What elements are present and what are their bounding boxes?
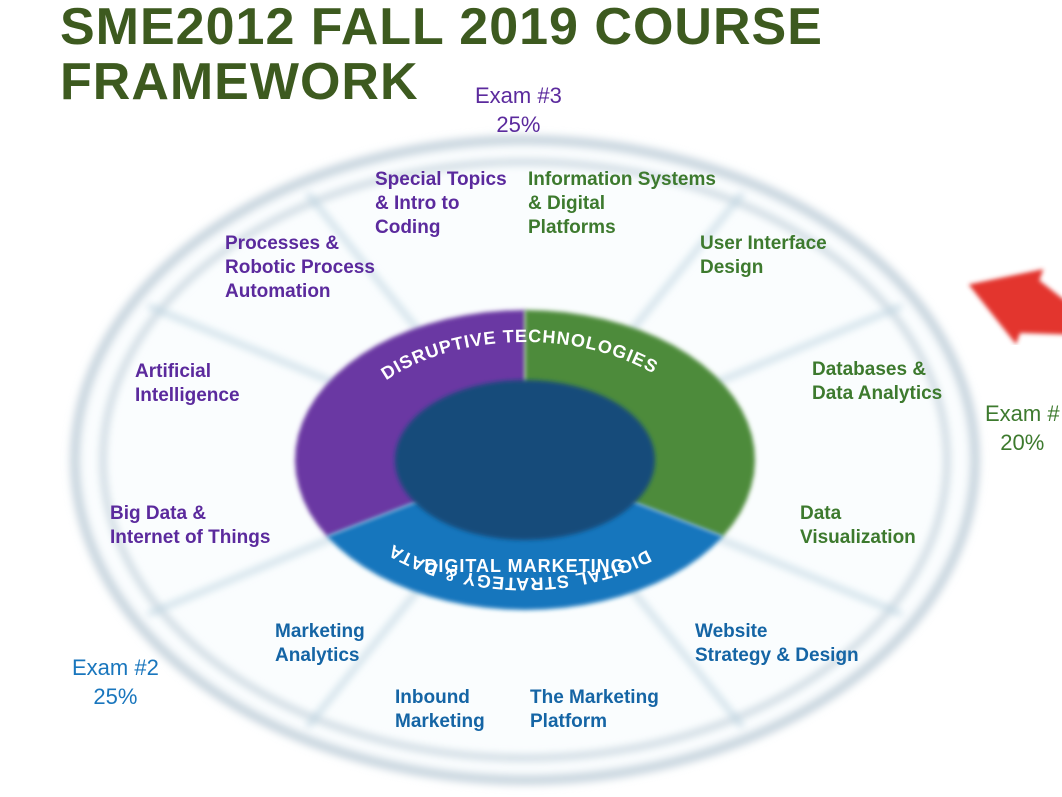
- exam-label-exam2: Exam #2 25%: [72, 654, 159, 711]
- exam-label-exam3: Exam #3 25%: [475, 82, 562, 139]
- topic-big-data-iot: Big Data & Internet of Things: [110, 502, 270, 550]
- wheel-group: DISRUPTIVE TECHNOLOGIES DIGITAL STRATEGY …: [75, 140, 975, 780]
- topic-db-analytics: Databases & Data Analytics: [812, 358, 942, 406]
- topic-inbound: Inbound Marketing: [395, 686, 485, 734]
- topic-ai: Artificial Intelligence: [135, 360, 240, 408]
- exam-label-exam1: Exam # 20%: [985, 400, 1060, 457]
- topic-info-systems: Information Systems & Digital Platforms: [528, 168, 716, 239]
- red-arrow-icon: [965, 265, 1062, 345]
- topic-processes-rpa: Processes & Robotic Process Automation: [225, 232, 375, 303]
- core-label-disruptive: DISRUPTIVE TECHNOLOGIES: [377, 326, 661, 384]
- topic-data-viz: Data Visualization: [800, 502, 916, 550]
- topic-special-topics: Special Topics & Intro to Coding: [375, 168, 507, 239]
- core-label-marketing: DIGITAL MARKETING: [424, 556, 625, 576]
- topic-mkt-platform: The Marketing Platform: [530, 686, 659, 734]
- topic-ui-design: User Interface Design: [700, 232, 827, 280]
- topic-web-strategy: Website Strategy & Design: [695, 620, 859, 668]
- topic-mkt-analytics: Marketing Analytics: [275, 620, 365, 668]
- core-label-strategy: DIGITAL STRATEGY & DATA: [384, 540, 654, 594]
